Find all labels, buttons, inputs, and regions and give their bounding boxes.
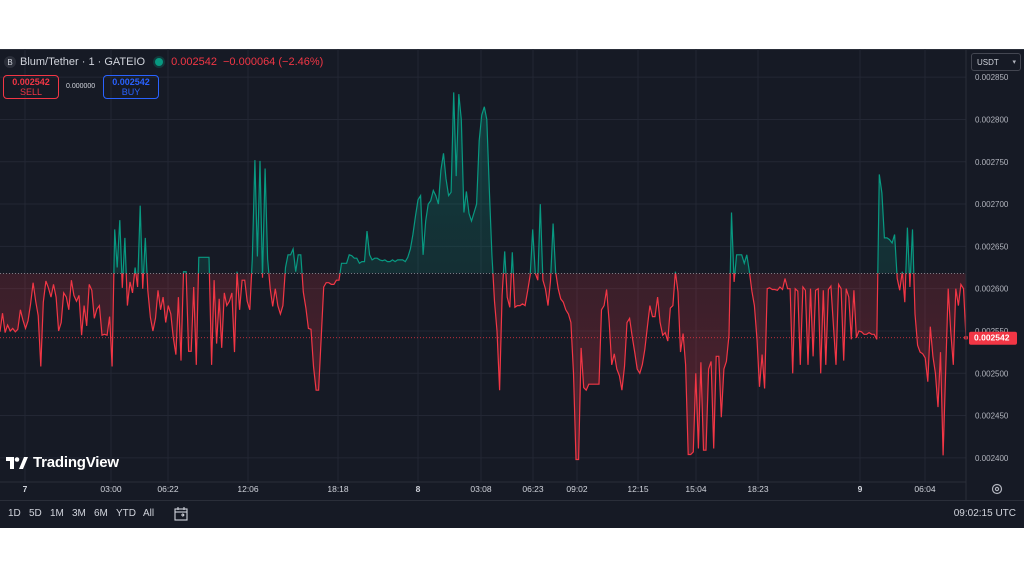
price-change: −0.000064 (−2.46%) <box>223 56 324 68</box>
x-tick-label: 18:23 <box>747 484 769 494</box>
buy-label: BUY <box>121 87 141 97</box>
x-tick-label: 12:15 <box>627 484 649 494</box>
x-tick-label: 15:04 <box>685 484 707 494</box>
bottom-toolbar: 1D 5D 1M 3M 6M YTD All 09:02:15 UTC <box>0 500 1024 528</box>
range-6m-button[interactable]: 6M <box>94 508 108 519</box>
x-tick-label: 12:06 <box>237 484 259 494</box>
y-tick-label: 0.002400 <box>975 454 1009 463</box>
x-tick-label: 03:08 <box>470 484 492 494</box>
price-chart[interactable]: 0.002850 0.002800 0.002750 0.002700 0.002650… <box>0 49 1024 500</box>
range-1m-button[interactable]: 1M <box>50 508 64 519</box>
tradingview-logo-icon <box>6 456 28 469</box>
y-tick-label: 0.002450 <box>975 412 1009 421</box>
top-border <box>0 49 1024 50</box>
last-price-tag <box>969 331 1017 345</box>
buy-price: 0.002542 <box>112 77 150 87</box>
sell-button[interactable]: 0.002542 SELL <box>3 75 59 99</box>
tradingview-logo: TradingView <box>6 454 119 471</box>
y-tick-label: 0.002700 <box>975 200 1009 209</box>
market-open-icon <box>155 58 164 66</box>
y-tick-label: 0.002850 <box>975 73 1009 82</box>
x-tick-label: 06:22 <box>157 484 179 494</box>
symbol-logo-icon: B <box>4 56 16 68</box>
area-above-baseline <box>0 92 966 274</box>
range-1d-button[interactable]: 1D <box>8 508 21 519</box>
utc-clock[interactable]: 09:02:15 UTC <box>953 508 1016 519</box>
sell-label: SELL <box>19 87 43 97</box>
x-tick-label: 8 <box>416 484 421 494</box>
currency-label: USDT <box>977 57 999 67</box>
x-tick-label: 06:23 <box>522 484 544 494</box>
chart-widget: 0.002850 0.002800 0.002750 0.002700 0.002650… <box>0 49 1024 528</box>
calendar-icon[interactable] <box>174 507 189 521</box>
y-tick-label: 0.002750 <box>975 158 1009 167</box>
range-ytd-button[interactable]: YTD <box>116 508 136 519</box>
x-tick-label: 03:00 <box>100 484 122 494</box>
range-all-button[interactable]: All <box>143 508 155 519</box>
range-5d-button[interactable]: 5D <box>29 508 42 519</box>
symbol-header: B Blum/Tether · 1 · GATEIO 0.002542 −0.0… <box>4 54 323 70</box>
spread-value: 0.000000 <box>66 83 96 90</box>
y-tick-label: 0.002800 <box>975 115 1009 124</box>
y-tick-label: 0.002550 <box>975 327 1009 336</box>
y-tick-label: 0.002600 <box>975 285 1009 294</box>
range-3m-button[interactable]: 3M <box>72 508 86 519</box>
brand-name: TradingView <box>33 454 119 471</box>
area-below-baseline <box>0 273 966 460</box>
x-tick-label: 9 <box>858 484 863 494</box>
x-tick-label: 7 <box>23 484 28 494</box>
sell-price: 0.002542 <box>12 77 50 87</box>
symbol-title: Blum/Tether · 1 · GATEIO <box>20 56 146 68</box>
y-tick-label: 0.002650 <box>975 242 1009 251</box>
x-tick-label: 18:18 <box>327 484 349 494</box>
chevron-down-icon: ▾ <box>1012 59 1016 66</box>
series-line-down <box>0 273 966 461</box>
last-price: 0.002542 <box>171 56 217 68</box>
currency-selector[interactable]: USDT ▾ <box>971 53 1021 71</box>
settings-icon[interactable] <box>991 483 1003 495</box>
series-line-up <box>113 92 915 274</box>
x-tick-label: 09:02 <box>566 484 588 494</box>
last-price-tag-label: 0.002542 <box>974 333 1010 343</box>
x-tick-label: 06:04 <box>914 484 936 494</box>
y-tick-label: 0.002500 <box>975 369 1009 378</box>
buy-button[interactable]: 0.002542 BUY <box>103 75 159 99</box>
